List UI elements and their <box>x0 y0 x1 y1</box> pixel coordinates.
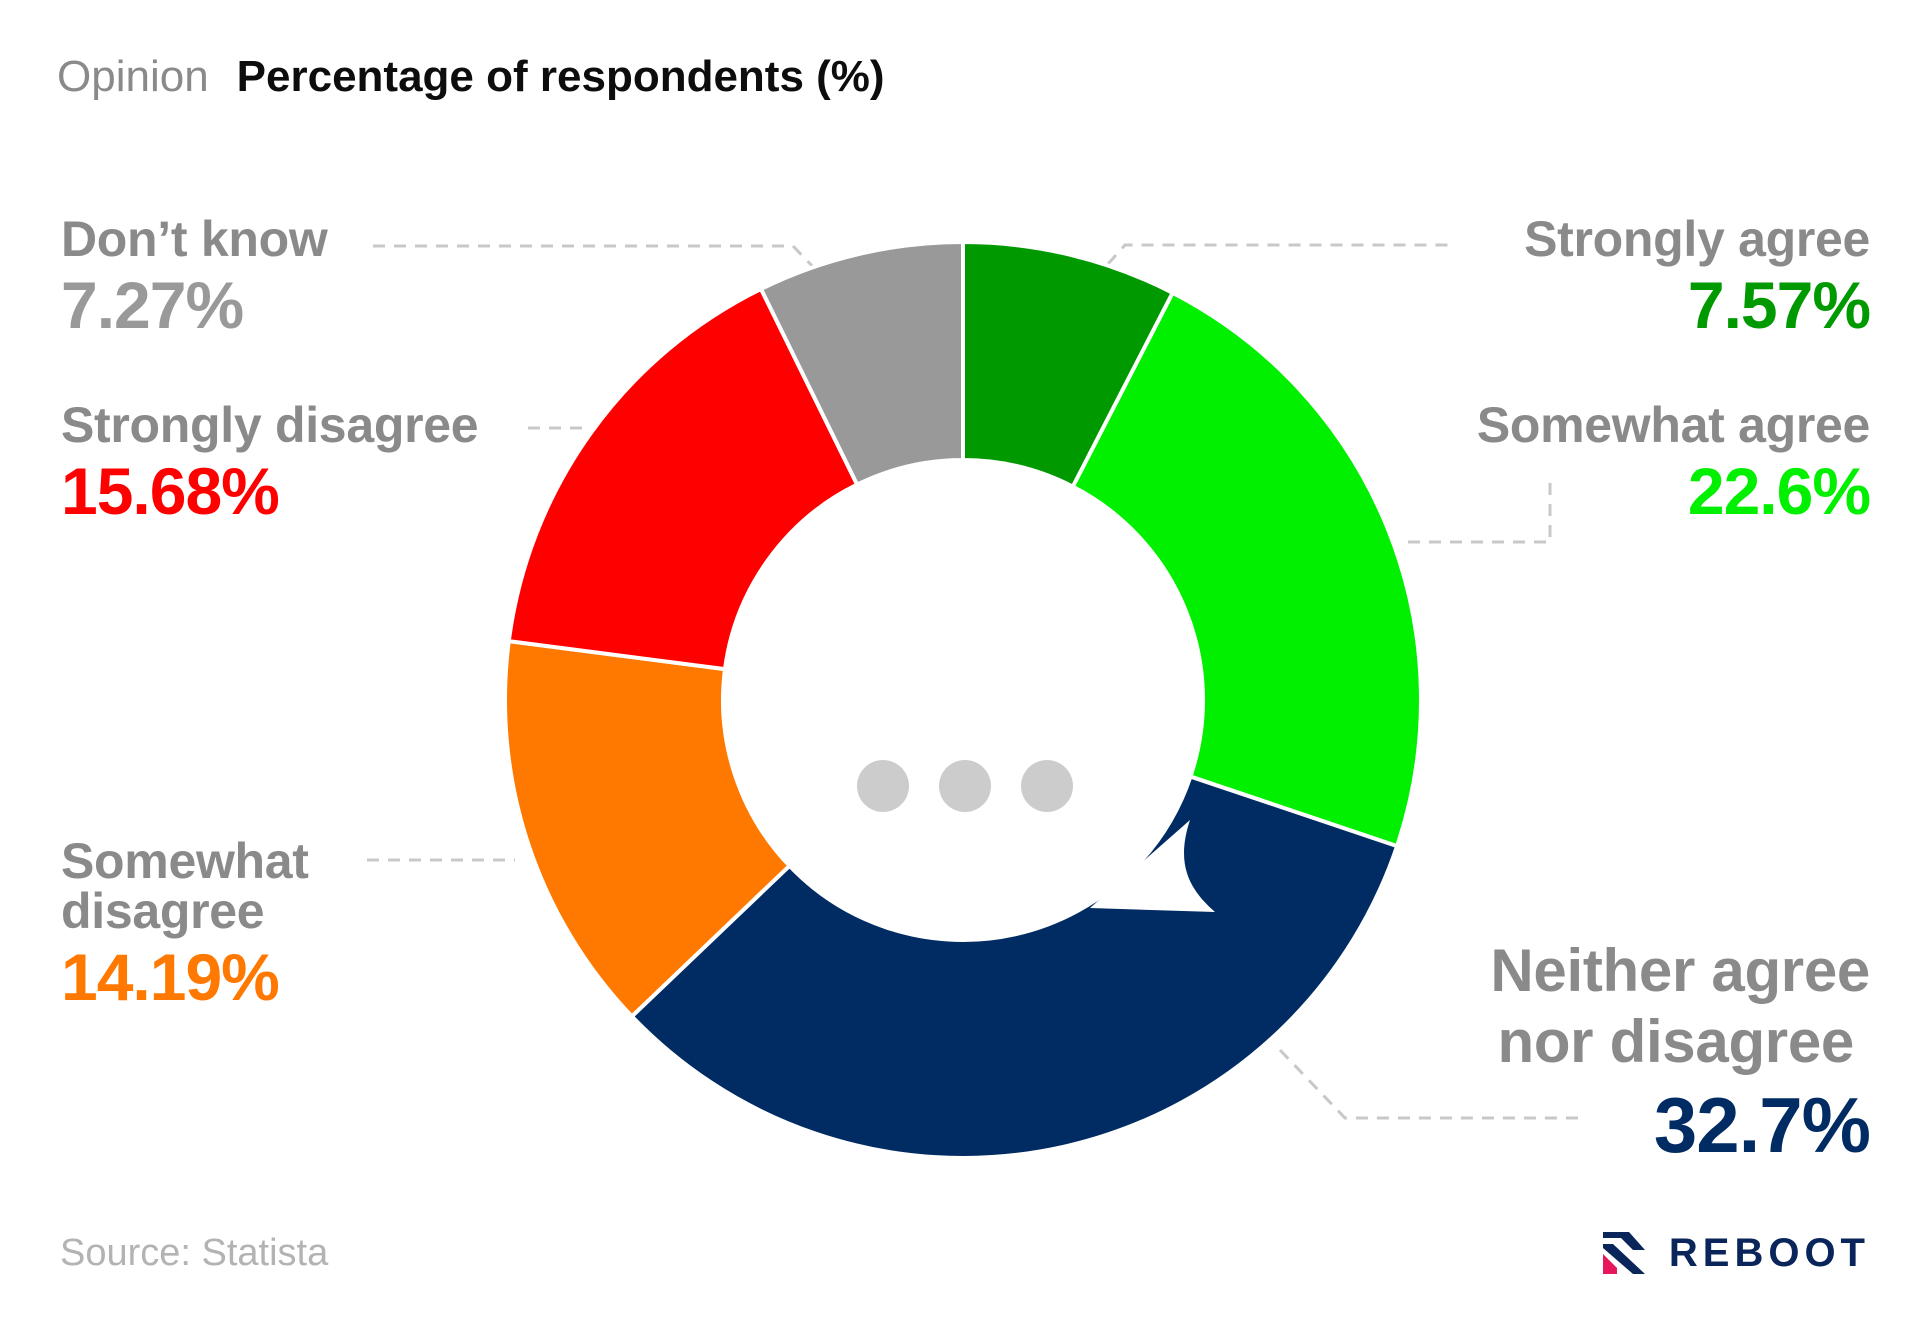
speech-bubble-ellipsis-icon <box>857 760 1215 912</box>
ellipsis-dot-2 <box>939 760 991 812</box>
label-somewhat-disagree-line2: disagree <box>61 883 265 939</box>
label-dont-know-value: 7.27% <box>61 268 244 342</box>
label-neither: Neither agree nor disagree 32.7% <box>1490 936 1871 1169</box>
speech-bubble-tail <box>1090 820 1215 912</box>
chart-header: Opinion Percentage of respondents (%) <box>57 52 885 102</box>
label-strongly-agree-name: Strongly agree <box>1524 211 1870 267</box>
header-label: Opinion <box>57 52 209 101</box>
label-somewhat-agree-name: Somewhat agree <box>1476 397 1870 453</box>
label-somewhat-disagree-value: 14.19% <box>61 940 280 1014</box>
label-somewhat-disagree: Somewhat disagree 14.19% <box>61 836 309 1010</box>
label-strongly-disagree-value: 15.68% <box>61 454 280 528</box>
leader-line-somewhat-agree <box>1408 474 1552 544</box>
label-neither-value: 32.7% <box>1653 1080 1871 1169</box>
label-somewhat-agree: Somewhat agree 22.6% <box>1476 397 1871 528</box>
label-strongly-disagree-name: Strongly disagree <box>61 397 479 453</box>
label-strongly-disagree: Strongly disagree 15.68% <box>61 397 479 528</box>
slice-strongly-disagree <box>506 286 860 672</box>
leader-line-neither <box>1278 1048 1578 1120</box>
label-dont-know-name: Don’t know <box>61 211 328 267</box>
label-somewhat-agree-value: 22.6% <box>1687 454 1871 528</box>
slice-neither-agree-nor-disagree <box>629 774 1400 1160</box>
label-neither-line2: nor disagree <box>1497 1007 1854 1075</box>
label-dont-know: Don’t know 7.27% <box>61 211 328 342</box>
chart-title: Percentage of respondents (%) <box>236 52 885 101</box>
ellipsis-dot-1 <box>857 760 909 812</box>
ellipsis-dot-3 <box>1021 760 1073 812</box>
slice-don-t-know <box>759 240 965 487</box>
reboot-logo-icon <box>1602 1232 1645 1274</box>
slice-somewhat-agree <box>1070 290 1423 849</box>
source-note: Source: Statista <box>60 1232 329 1274</box>
label-somewhat-disagree-line1: Somewhat <box>61 833 309 889</box>
brand-name: REBOOT <box>1668 1230 1870 1275</box>
brand: REBOOT <box>1599 1228 1870 1278</box>
donut-slices <box>503 240 1423 1160</box>
label-neither-line1: Neither agree <box>1490 937 1870 1004</box>
leader-line-dont-know <box>373 244 820 274</box>
slice-somewhat-disagree <box>503 639 792 1019</box>
leader-line-strongly-agree <box>1106 243 1455 266</box>
leader-lines <box>367 243 1578 1120</box>
label-strongly-agree-value: 7.57% <box>1687 268 1871 342</box>
label-strongly-agree: Strongly agree 7.57% <box>1524 211 1871 342</box>
